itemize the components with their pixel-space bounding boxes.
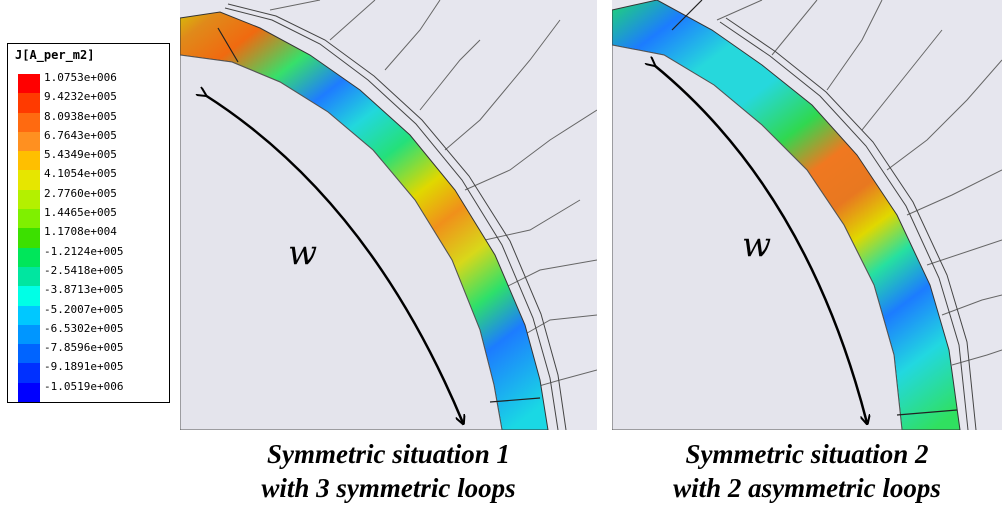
- legend-value-label: 1.4465e+005: [44, 206, 117, 220]
- caption-line-2: with 3 symmetric loops: [261, 473, 516, 503]
- loop-boundary-1: [671, 0, 703, 31]
- w-span-arrow: [205, 95, 463, 423]
- caption-line-2: with 2 asymmetric loops: [673, 473, 941, 503]
- legend-value-label: 9.4232e+005: [44, 90, 117, 104]
- legend-labels: 1.0753e+006 9.4232e+005 8.0938e+005 6.7643e…: [44, 68, 123, 396]
- legend-swatch: [18, 112, 40, 132]
- field-plot-situation-1: w: [180, 0, 597, 430]
- legend-swatch: [18, 189, 40, 210]
- legend-swatch: [18, 151, 40, 171]
- legend-value-label: 8.0938e+005: [44, 109, 117, 123]
- legend-swatch: [18, 305, 40, 325]
- loop-boundary-1: [217, 27, 239, 63]
- legend-value-label: 1.1708e+004: [44, 225, 117, 239]
- legend-swatch: [18, 344, 40, 364]
- loop-boundary-2: [896, 409, 958, 416]
- legend-swatch: [18, 247, 40, 267]
- legend-value-label: 4.1054e+005: [44, 167, 117, 181]
- legend-swatch: [18, 131, 40, 152]
- legend-swatch: [18, 286, 40, 306]
- legend-value-label: -2.5418e+005: [44, 263, 124, 277]
- legend-swatch: [18, 266, 40, 287]
- legend-swatch: [18, 228, 40, 248]
- legend-swatches: [18, 74, 40, 403]
- w-label: w: [288, 233, 318, 273]
- legend-value-label: -5.2007e+005: [44, 302, 124, 316]
- legend-value-label: 5.4349e+005: [44, 148, 117, 162]
- loop-boundary-2: [489, 397, 541, 403]
- legend-swatch: [18, 363, 40, 383]
- w-span-arrow: [654, 65, 867, 423]
- caption-line-1: Symmetric situation 1: [266, 439, 511, 469]
- legend-swatch: [18, 382, 40, 403]
- legend-value-label: -7.8596e+005: [44, 341, 124, 355]
- caption-situation-2: Symmetric situation 2 with 2 asymmetric …: [612, 437, 1002, 505]
- field-plot-2-svg: [612, 0, 1002, 430]
- legend-value-label: -1.0519e+006: [44, 379, 124, 393]
- caption-line-1: Symmetric situation 2: [685, 439, 929, 469]
- field-plot-situation-2: w: [612, 0, 1002, 430]
- color-legend: J[A_per_m2] 1.0753e+006 9.4232e+005 8.0938…: [7, 43, 170, 403]
- legend-swatch: [18, 209, 40, 229]
- legend-swatch: [18, 93, 40, 113]
- legend-value-label: -6.5302e+005: [44, 321, 124, 335]
- w-label: w: [742, 225, 772, 265]
- legend-swatch: [18, 170, 40, 190]
- legend-value-label: -3.8713e+005: [44, 283, 124, 297]
- legend-value-label: -1.2124e+005: [44, 244, 124, 258]
- legend-swatch: [18, 324, 40, 345]
- legend-value-label: 1.0753e+006: [44, 71, 117, 84]
- caption-situation-1: Symmetric situation 1 with 3 symmetric l…: [180, 437, 597, 505]
- field-plot-1-svg: [180, 0, 597, 430]
- legend-value-label: 2.7760e+005: [44, 186, 117, 200]
- legend-value-label: 6.7643e+005: [44, 128, 117, 142]
- legend-swatch: [18, 74, 40, 94]
- legend-value-label: -9.1891e+005: [44, 360, 124, 374]
- legend-title: J[A_per_m2]: [15, 48, 95, 62]
